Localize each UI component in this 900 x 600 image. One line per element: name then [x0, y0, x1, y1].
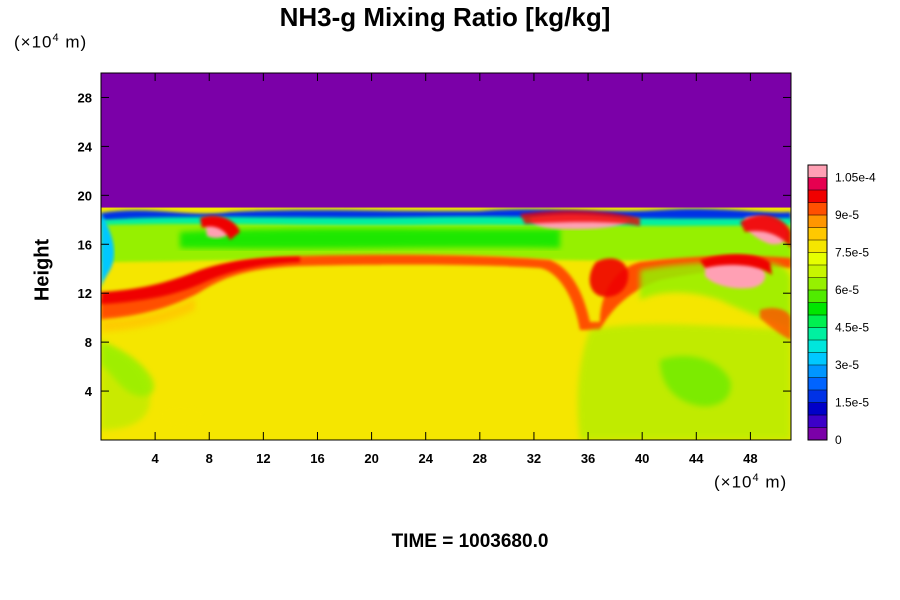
field-green-core: [180, 228, 560, 249]
colorbar-label-5: 7.5e-5: [835, 246, 869, 260]
time-label: TIME = 1003680.0: [391, 531, 549, 552]
colorbar-frame: [807, 164, 828, 441]
colorbar-label-4: 6e-5: [835, 283, 859, 297]
field-red-rim-top: [520, 210, 640, 226]
colorbar-swatch-3: [808, 390, 827, 403]
x-tick-label-1: 8: [206, 451, 213, 466]
y-tick-label-4: 20: [78, 188, 92, 203]
colorbar-swatch-7: [808, 340, 827, 353]
colorbar: 0 1.5e-5 3e-5 4.5e-5 6e-5 7.5e-5 9e-5 1.05e-4: [807, 164, 876, 447]
colorbar-label-6: 9e-5: [835, 208, 859, 222]
colorbar-label-1: 1.5e-5: [835, 396, 869, 410]
colorbar-swatch-20: [808, 177, 827, 191]
x-tick-label-2: 12: [256, 451, 270, 466]
field-red-rim-right: [700, 254, 772, 275]
plot-area: [101, 73, 791, 440]
y-tick-label-1: 8: [85, 335, 92, 350]
x-unit-suffix: m): [759, 472, 788, 492]
colorbar-swatch-17: [808, 215, 827, 228]
x-tick-label-7: 32: [527, 451, 541, 466]
x-tick-label-4: 20: [364, 451, 378, 466]
colorbar-swatch-8: [808, 327, 827, 341]
plot-frame: [100, 72, 792, 441]
field-details: [101, 208, 791, 440]
x-unit-exponent: 4: [752, 472, 760, 484]
colorbar-label-0: 0: [835, 433, 842, 447]
colorbar-swatch-1: [808, 415, 827, 428]
colorbar-swatch-21: [808, 165, 827, 178]
x-tick-label-3: 16: [310, 451, 324, 466]
field-pink-patch-right: [705, 259, 766, 289]
colorbar-swatch-6: [808, 352, 827, 366]
field-lower-left-green: [101, 345, 150, 430]
colorbar-swatch-18: [808, 202, 827, 216]
field-red-patch-right-edge: [760, 308, 791, 340]
x-axis-unit: (×104 m): [714, 472, 787, 493]
colorbar-swatch-0: [808, 427, 827, 441]
x-tick-label-10: 44: [689, 451, 704, 466]
y-axis-unit: (×104 m): [14, 32, 87, 53]
x-tick-label-8: 36: [581, 451, 595, 466]
colorbar-label-2: 3e-5: [835, 358, 859, 372]
y-tick-label-6: 28: [78, 90, 92, 105]
field-red-rim-left: [200, 215, 240, 240]
x-tick-label-0: 4: [152, 451, 160, 466]
y-tick-label-3: 16: [78, 237, 92, 252]
x-tick-label-9: 40: [635, 451, 649, 466]
x-axis-ticks: 4 8 12 16 20 24 28 32 36 40 44 48: [152, 73, 758, 466]
y-tick-label-5: 24: [78, 139, 93, 154]
y-tick-label-0: 4: [85, 384, 93, 399]
colorbar-swatch-4: [808, 377, 827, 391]
x-tick-label-6: 28: [473, 451, 487, 466]
colorbar-swatch-10: [808, 302, 827, 316]
colorbar-swatch-14: [808, 252, 827, 266]
x-tick-label-11: 48: [743, 451, 757, 466]
field-red-rim-top-right: [740, 215, 791, 248]
field-left-edge: [101, 213, 115, 290]
y-unit-exponent: 4: [52, 32, 60, 44]
y-axis-ticks: 4 8 12 16 20 24 28: [78, 90, 791, 399]
chart-title: NH3-g Mixing Ratio [kg/kg]: [279, 2, 611, 32]
colorbar-label-7: 1.05e-4: [835, 171, 876, 185]
field-eddy-right: [660, 356, 731, 407]
y-unit-suffix: m): [59, 32, 88, 52]
colorbar-swatch-12: [808, 277, 827, 291]
colorbar-swatch-11: [808, 290, 827, 303]
x-unit-prefix: (×10: [714, 472, 753, 492]
field-upper: [101, 73, 791, 208]
colorbar-swatch-15: [808, 240, 827, 253]
colorbar-swatch-2: [808, 402, 827, 416]
colorbar-swatch-9: [808, 315, 827, 328]
colorbar-swatch-16: [808, 227, 827, 241]
colorbar-swatch-5: [808, 365, 827, 378]
x-tick-label-5: 24: [418, 451, 433, 466]
colorbar-swatch-19: [808, 190, 827, 203]
field-red-swirl: [589, 258, 629, 297]
colorbar-swatch-13: [808, 265, 827, 278]
field-yellow-patch: [159, 405, 205, 428]
colorbar-label-3: 4.5e-5: [835, 321, 869, 335]
field-orange-left: [101, 298, 195, 332]
y-tick-label-2: 12: [78, 286, 92, 301]
y-unit-prefix: (×10: [14, 32, 53, 52]
field-red-core-left: [101, 257, 300, 304]
